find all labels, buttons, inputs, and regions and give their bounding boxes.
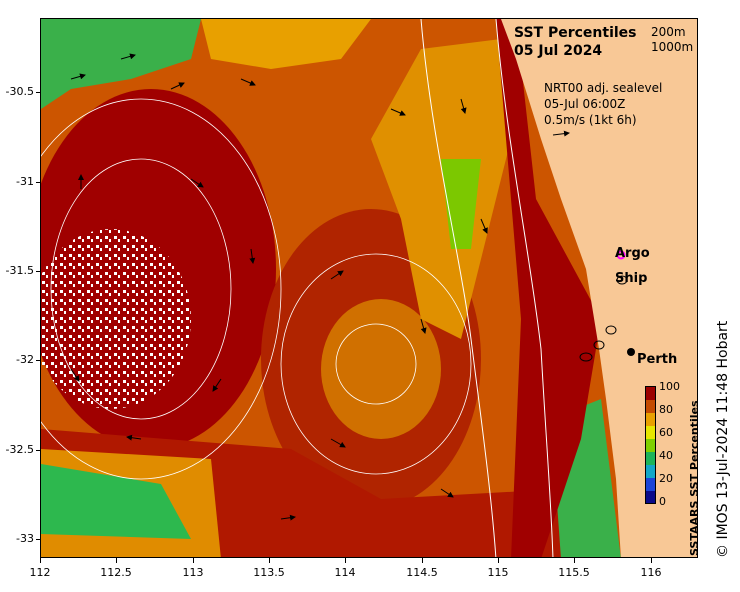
colorbar-segment [646, 478, 655, 491]
x-tick-label: 114.5 [406, 566, 438, 579]
sealevel-info: NRT00 adj. sealevel 05-Jul 06:00Z 0.5m/s… [544, 80, 662, 128]
xtick-mark [345, 558, 346, 563]
sst-map-canvas [41, 19, 697, 557]
colorbar-label: 80 [659, 403, 673, 416]
y-tick-label: -31 [16, 175, 34, 188]
ytick-mark [36, 271, 41, 272]
argo-symbol [616, 250, 626, 260]
colorbar-segment [646, 413, 655, 426]
sst-map[interactable] [40, 18, 698, 558]
xtick-mark [498, 558, 499, 563]
colorbar-segment [646, 400, 655, 413]
ship-track-3 [579, 352, 593, 362]
sealevel-contour-4 [280, 253, 472, 475]
map-title-date: 05 Jul 2024 [514, 43, 603, 59]
warm-coastal-strip [496, 19, 601, 557]
sealevel-contour-3 [335, 323, 417, 405]
colorbar-segment [646, 426, 655, 439]
isobath-1000m-label: 1000m [651, 40, 694, 54]
x-tick-label: 115 [487, 566, 509, 579]
x-tick-label: 115.5 [558, 566, 590, 579]
y-tick-label: -30.5 [5, 85, 34, 98]
colorbar-segment [646, 465, 655, 478]
x-tick-label: 112 [29, 566, 51, 579]
xtick-mark [574, 558, 575, 563]
xtick-mark [116, 558, 117, 563]
isobath-200m-label: 200m [651, 25, 686, 39]
colorbar-segment [646, 491, 655, 503]
sst-patch-orange-n [201, 19, 371, 69]
map-title-line1: SST Percentiles [514, 25, 637, 41]
ship-symbol [616, 275, 628, 285]
y-tick-label: -32 [16, 353, 34, 366]
xtick-mark [40, 558, 41, 563]
argo-legend-label: Argo [615, 246, 650, 261]
eddy-core [321, 299, 441, 439]
sst-patch-green-nw [41, 19, 201, 109]
colorbar [645, 386, 656, 504]
colorbar-segment [646, 439, 655, 452]
velocity-scale-arrow [552, 130, 570, 137]
colorbar-label: 60 [659, 426, 673, 439]
ship-track-2 [593, 340, 605, 350]
sst-patch-green-shelf [441, 159, 481, 249]
ytick-mark [36, 182, 41, 183]
perth-marker [627, 348, 635, 356]
perth-label: Perth [637, 352, 678, 367]
ship-legend-label: Ship [615, 271, 648, 286]
current-vectors [70, 53, 488, 521]
colorbar-label: 20 [659, 472, 673, 485]
sst-patch-green-sw [41, 464, 191, 539]
colorbar-label: 100 [659, 380, 680, 393]
xtick-mark [269, 558, 270, 563]
x-tick-label: 114 [334, 566, 356, 579]
xtick-mark [193, 558, 194, 563]
colorbar-segment [646, 387, 655, 400]
y-tick-label: -31.5 [5, 264, 34, 277]
xtick-mark [422, 558, 423, 563]
sealevel-contour-2 [41, 98, 282, 480]
ship-track-1 [605, 325, 617, 335]
credit-text: © IMOS 13-Jul-2024 11:48 Hobart [715, 320, 731, 558]
x-tick-label: 113.5 [253, 566, 285, 579]
velocity-scale-label: 0.5m/s (1kt 6h) [544, 113, 637, 127]
x-tick-label: 113 [182, 566, 204, 579]
sealevel-contour-1 [50, 158, 232, 420]
ytick-mark [36, 450, 41, 451]
ytick-mark [36, 539, 41, 540]
y-tick-label: -32.5 [5, 443, 34, 456]
isobath-200m [495, 19, 554, 557]
colorbar-segment [646, 452, 655, 465]
isobath-legend: 200m 1000m [651, 25, 693, 55]
ytick-mark [36, 92, 41, 93]
x-tick-label: 116 [640, 566, 662, 579]
sst-patch-orange-shelf [371, 39, 511, 339]
isobath-1000m [420, 19, 497, 557]
cloud-speckle-west [41, 229, 191, 409]
xtick-mark [651, 558, 652, 563]
map-title: SST Percentiles 05 Jul 2024 [514, 24, 637, 60]
colorbar-title: SSTAARS SST Percentiles [688, 400, 701, 557]
ytick-mark [36, 360, 41, 361]
sealevel-time: 05-Jul 06:00Z [544, 97, 626, 111]
x-tick-label: 112.5 [100, 566, 132, 579]
sealevel-product: NRT00 adj. sealevel [544, 81, 663, 95]
y-tick-label: -33 [16, 532, 34, 545]
colorbar-label: 0 [659, 495, 666, 508]
colorbar-label: 40 [659, 449, 673, 462]
